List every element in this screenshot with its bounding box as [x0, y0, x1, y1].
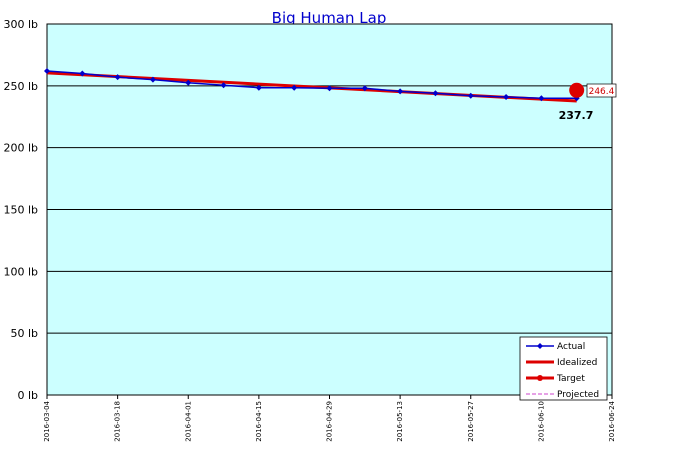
series-actual-line [46, 70, 577, 99]
chart-title: Big Human Lap [272, 9, 387, 27]
actual-point [432, 90, 439, 97]
annotations: 246.4 237.7 [559, 83, 617, 122]
legend-actual-label: Actual [557, 342, 585, 352]
actual-point [538, 95, 545, 102]
legend-target-label: Target [556, 374, 585, 384]
end-value-box [586, 83, 617, 98]
grid-lines [47, 85, 612, 334]
y-axis-ticks: 0 lb 50 lb 100 lb 150 lb 200 lb 250 lb 300 lb [3, 18, 38, 402]
target-point [569, 82, 585, 98]
actual-point [220, 82, 227, 89]
actual-point [255, 84, 262, 91]
y-tick-label: 250 lb [3, 80, 38, 93]
x-tick-label: 2016-06-10 [537, 401, 545, 442]
legend: Actual Idealized Target Projected [519, 336, 608, 401]
x-tick-label: 2016-05-13 [396, 401, 404, 442]
target-value-label: 237.7 [559, 109, 594, 122]
legend-target-marker [537, 375, 543, 381]
y-tick-label: 100 lb [3, 265, 38, 278]
x-axis-ticks: 2016-03-04 2016-03-18 2016-04-01 2016-04-15… [43, 395, 616, 442]
series-layer [44, 67, 585, 103]
legend-idealized-label: Idealized [557, 358, 597, 368]
actual-point [397, 88, 404, 95]
actual-point [114, 74, 121, 81]
y-tick-label: 0 lb [17, 389, 38, 402]
actual-point [149, 76, 156, 83]
actual-point [503, 93, 510, 100]
actual-point [361, 85, 368, 92]
legend-actual-marker [537, 343, 543, 349]
y-tick-label: 150 lb [3, 204, 38, 217]
x-tick-label: 2016-04-29 [326, 401, 334, 442]
end-value-label: 246.4 [589, 87, 615, 97]
x-tick-label: 2016-03-18 [114, 401, 122, 442]
y-tick-label: 50 lb [10, 327, 38, 340]
x-tick-label: 2016-04-15 [255, 401, 263, 442]
actual-point [291, 84, 298, 91]
legend-projected-label: Projected [557, 390, 599, 400]
actual-point [44, 67, 50, 74]
x-tick-label: 2016-05-27 [467, 401, 475, 442]
actual-point [467, 92, 474, 99]
x-tick-label: 2016-06-24 [608, 400, 616, 441]
x-tick-label: 2016-04-01 [184, 401, 192, 442]
x-tick-label: 2016-03-04 [43, 400, 51, 441]
actual-point [79, 70, 86, 77]
actual-point [185, 79, 192, 86]
y-tick-label: 300 lb [3, 18, 38, 31]
actual-point [326, 85, 333, 92]
y-tick-label: 200 lb [3, 142, 38, 155]
legend-box [519, 336, 608, 401]
